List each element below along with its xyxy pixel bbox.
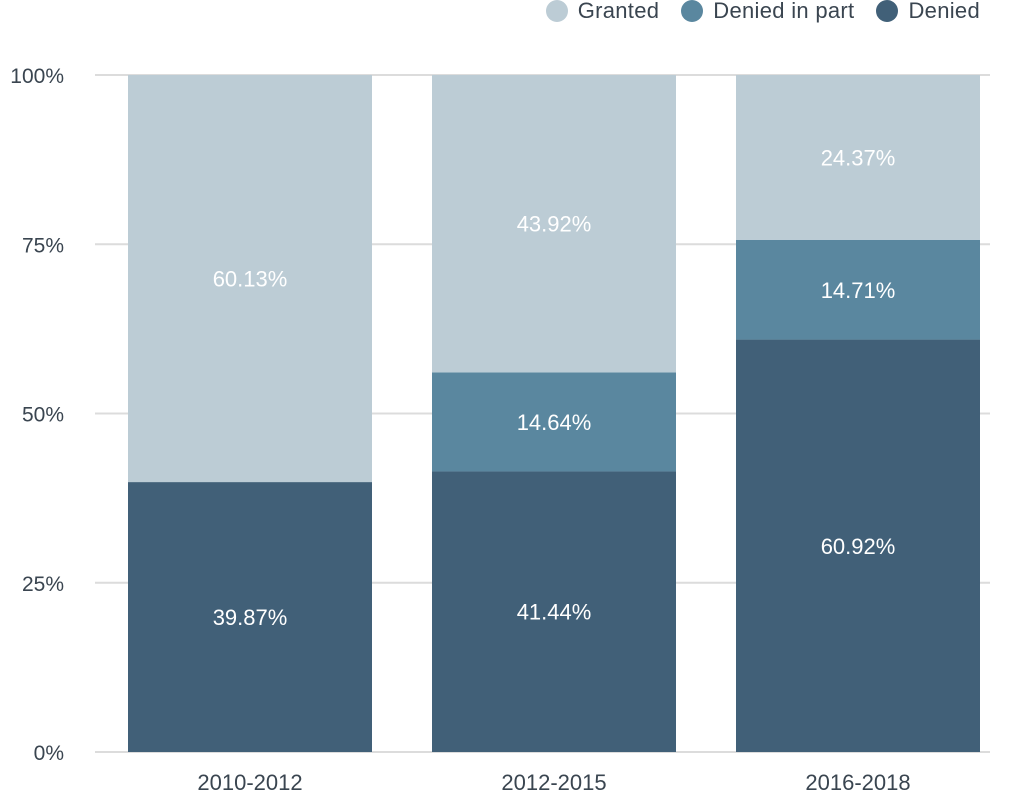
y-tick-label: 75% [22, 234, 64, 257]
bar-segment [128, 75, 372, 483]
x-tick-label: 2016-2018 [805, 770, 910, 795]
bar-segment [128, 482, 372, 752]
data-label: 39.87% [213, 605, 288, 630]
legend-label-denied-in-part: Denied in part [713, 0, 855, 23]
x-tick-label: 2012-2015 [501, 770, 606, 795]
legend: Granted Denied in part Denied [545, 0, 980, 24]
bar-segment [432, 75, 676, 373]
bar-segment [736, 339, 980, 752]
legend-label-denied: Denied [908, 0, 980, 23]
data-label: 60.92% [821, 534, 896, 559]
data-label: 60.13% [213, 267, 288, 292]
bar-segment [736, 239, 980, 340]
y-tick-label: 0% [34, 742, 64, 765]
legend-swatch-denied-in-part [681, 0, 704, 22]
data-label: 43.92% [517, 212, 592, 237]
legend-swatch-granted [545, 0, 568, 22]
legend-label-granted: Granted [577, 0, 660, 23]
data-label: 14.64% [517, 410, 592, 435]
legend-swatch-denied [876, 0, 899, 22]
bar-segment [432, 471, 676, 752]
y-tick-label: 50% [22, 404, 64, 427]
bar-segment [736, 75, 980, 240]
x-tick-label: 2010-2012 [197, 770, 302, 795]
data-label: 24.37% [821, 145, 896, 170]
y-tick-label: 100% [10, 65, 64, 88]
legend-item-denied-in-part: Denied in part [681, 0, 854, 24]
y-tick-label: 25% [22, 573, 64, 596]
bar-segment [432, 372, 676, 472]
data-label: 41.44% [517, 600, 592, 625]
legend-item-granted: Granted [545, 0, 660, 24]
legend-item-denied: Denied [876, 0, 980, 24]
data-label: 14.71% [821, 278, 896, 303]
